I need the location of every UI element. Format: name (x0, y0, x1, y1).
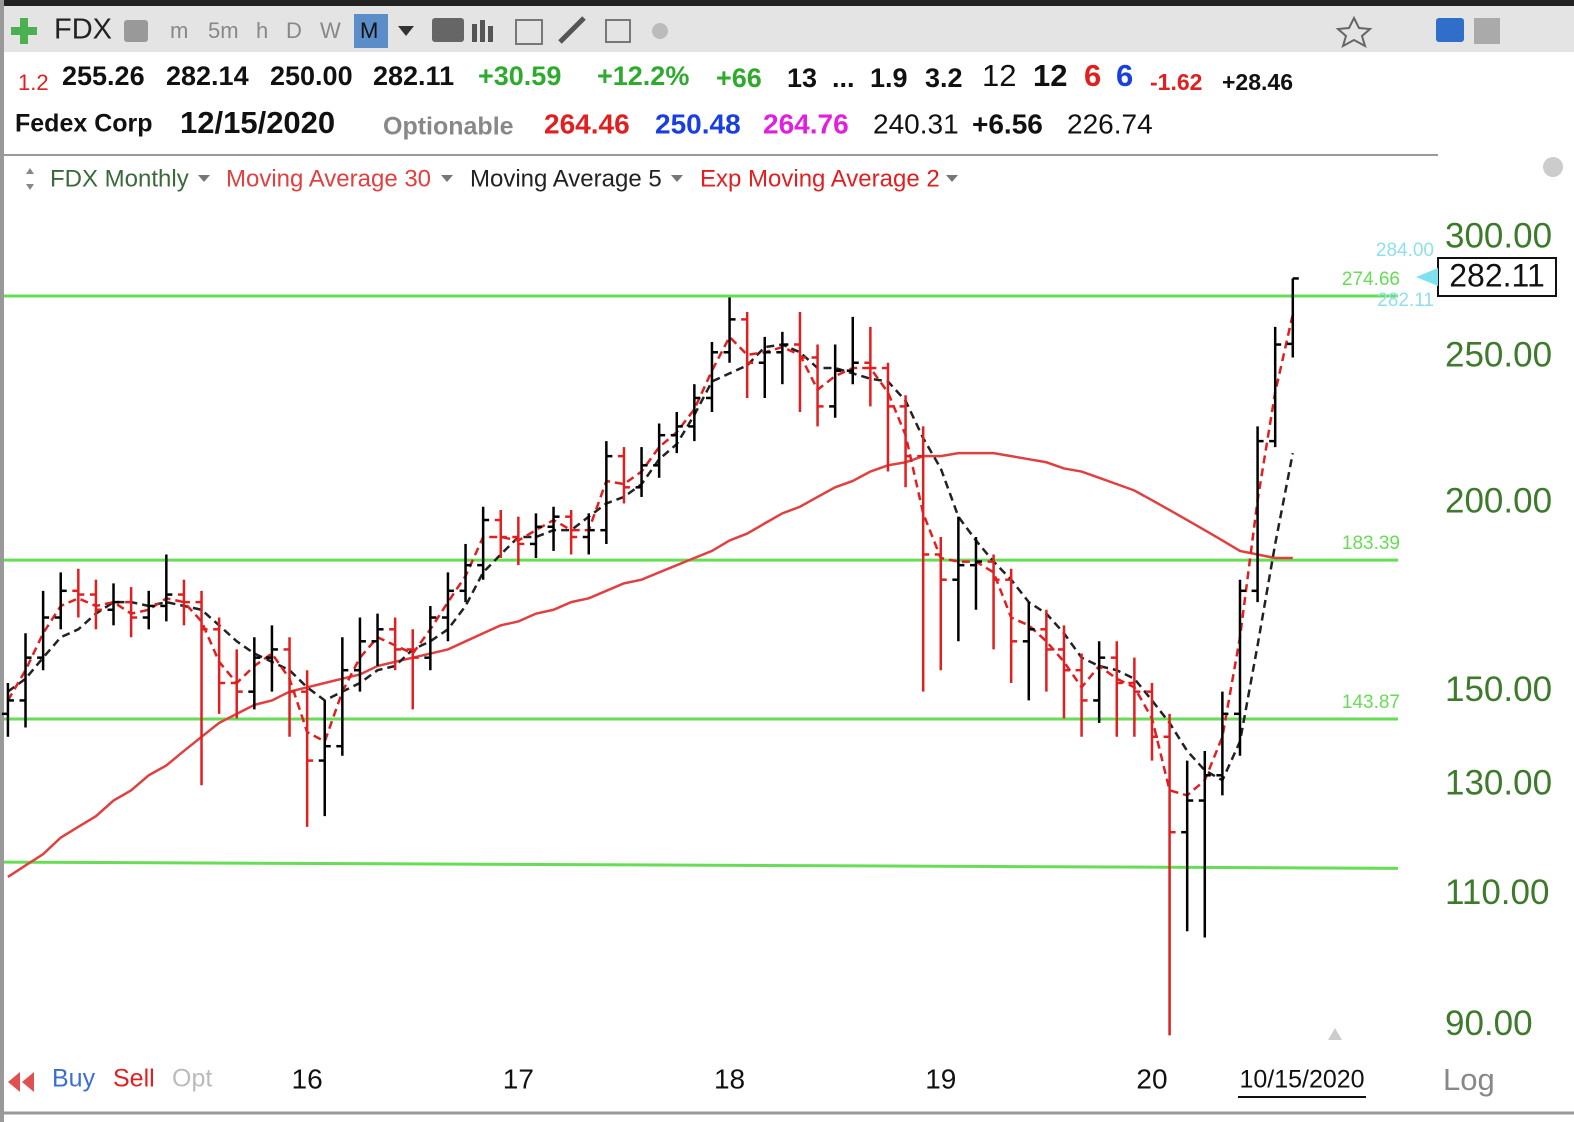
quote-value: 12 (982, 58, 1016, 93)
timeframe[interactable]: m (170, 18, 188, 43)
x-tick-label: 16 (292, 1063, 323, 1094)
timeframe[interactable]: W (320, 18, 341, 43)
timeframe-selected (354, 14, 388, 48)
info-value: 264.46 (544, 108, 630, 139)
grid-icon[interactable] (515, 19, 543, 45)
x-tick-label: 17 (503, 1063, 534, 1094)
legend-handle[interactable] (26, 168, 34, 190)
print-icon[interactable] (124, 20, 148, 42)
company-name: Fedex Corp (15, 110, 153, 138)
quote-value: 1.9 (870, 63, 908, 93)
horizontal-line-label: 274.66 (1342, 269, 1400, 290)
left-border (0, 0, 4, 1122)
pen-icon[interactable] (558, 16, 586, 44)
toolbar-icon[interactable] (1474, 18, 1500, 44)
quote-value: 250.00 (270, 61, 353, 91)
settings-icon[interactable] (1543, 157, 1563, 177)
scroll-arrow[interactable] (1328, 1028, 1342, 1040)
info-value: 226.74 (1067, 108, 1153, 139)
y-tick-label: 300.00 (1445, 216, 1552, 255)
legend: FDX Monthly Moving Average 30 Moving Ave… (26, 165, 958, 192)
y-tick-label: 250.00 (1445, 336, 1552, 375)
legend-entry[interactable]: Moving Average 5 (470, 165, 662, 192)
quote-value: 6 (1116, 58, 1133, 93)
buy-button[interactable]: Buy (52, 1065, 96, 1093)
bars-icon[interactable] (472, 20, 493, 42)
legend-entry[interactable]: FDX Monthly (50, 165, 189, 192)
quote-value: 3.2 (925, 63, 963, 93)
optionable: Optionable (383, 113, 514, 141)
last-price: 282.11 (1449, 257, 1545, 293)
sell-button[interactable]: Sell (113, 1065, 155, 1093)
legend-entry[interactable]: Moving Average 30 (226, 165, 431, 192)
toolbar-icon[interactable] (1436, 18, 1464, 42)
timeframe[interactable]: M (360, 18, 378, 43)
cursor-date: 10/15/2020 (1239, 1066, 1364, 1094)
quote-value: 282.14 (166, 61, 249, 91)
opt-button[interactable]: Opt (172, 1065, 212, 1093)
y-tick-label: 130.00 (1445, 764, 1552, 803)
trendline (3, 860, 1399, 870)
legend-entry[interactable]: Exp Moving Average 2 (700, 165, 940, 192)
info-row: Fedex Corp 12/15/2020 Optionable 264.46 … (15, 105, 1153, 140)
dropdown-arrow[interactable] (398, 26, 414, 36)
quote-value: 255.26 (62, 61, 145, 91)
price-tag: 282.11 (1377, 290, 1434, 311)
quote-value: +66 (716, 63, 762, 93)
horizontal-line-label: 143.87 (1342, 692, 1400, 713)
y-tick-label: 90.00 (1445, 1004, 1533, 1043)
x-tick-label: 20 (1136, 1063, 1167, 1094)
quote-value: +12.2% (597, 61, 689, 91)
trade-icon[interactable] (8, 1072, 34, 1092)
price-tag: 284.00 (1376, 240, 1434, 261)
quote-value: 13 (787, 63, 817, 93)
info-value: 264.76 (763, 108, 849, 139)
toolbar-icon[interactable] (432, 18, 464, 42)
horizontal-line-label: 183.39 (1342, 533, 1400, 554)
dropdown-arrow[interactable] (198, 175, 210, 182)
y-tick-label: 110.00 (1445, 873, 1549, 912)
toolbar-icon[interactable] (652, 23, 668, 39)
dropdown-arrow[interactable] (946, 175, 958, 182)
moving-average-line (7, 451, 1293, 878)
timeframe[interactable]: h (256, 18, 268, 43)
moving-average-line (6, 314, 1295, 797)
toolbar (0, 6, 1574, 52)
quote-value: 6 (1084, 58, 1101, 93)
scale-toggle[interactable]: Log (1443, 1062, 1495, 1097)
window-border (0, 0, 1574, 6)
info-value: 250.48 (655, 108, 741, 139)
timeframe[interactable]: D (286, 18, 302, 43)
price-pointer (1416, 268, 1438, 286)
quote-value: 1.2 (18, 70, 49, 95)
plot (1, 277, 1399, 1036)
dropdown-arrow[interactable] (671, 175, 683, 182)
dropdown-arrow[interactable] (441, 175, 453, 182)
quote-value: +28.46 (1222, 69, 1293, 95)
toolbar-icon[interactable] (605, 19, 631, 43)
moving-average-line (7, 343, 1295, 783)
star-icon[interactable] (1335, 15, 1373, 49)
quote-value: 12 (1033, 58, 1067, 93)
info-value: 240.31 (873, 108, 959, 139)
quote-value: ... (832, 63, 855, 93)
x-tick-label: 18 (714, 1063, 745, 1094)
add-icon[interactable] (11, 18, 37, 44)
quote-value: -1.62 (1150, 69, 1202, 95)
quote-row: 1.2 255.26 282.14 250.00 282.11 +30.59 +… (18, 58, 1293, 95)
quote-value: +30.59 (478, 61, 561, 91)
info-value: +6.56 (972, 108, 1043, 139)
date: 12/15/2020 (180, 105, 335, 140)
timeframe[interactable]: 5m (208, 18, 239, 43)
y-tick-label: 150.00 (1445, 670, 1552, 709)
footer: Buy Sell Opt Log 10/15/2020 (4, 1028, 1574, 1115)
y-tick-label: 200.00 (1445, 482, 1552, 521)
symbol[interactable]: FDX (54, 14, 112, 46)
quote-value: 282.11 (373, 61, 454, 91)
x-tick-label: 19 (925, 1063, 956, 1094)
